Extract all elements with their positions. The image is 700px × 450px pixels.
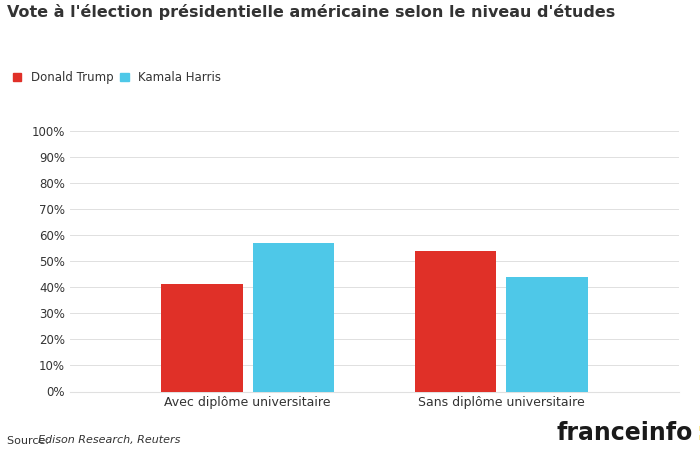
Bar <box>507 277 587 392</box>
Text: Vote à l'élection présidentielle américaine selon le niveau d'études: Vote à l'élection présidentielle américa… <box>7 4 615 21</box>
Bar <box>253 243 334 392</box>
Text: franceinfo: franceinfo <box>556 422 693 446</box>
Text: Source:: Source: <box>7 436 52 446</box>
Text: Edison Research, Reuters: Edison Research, Reuters <box>38 436 181 446</box>
Bar <box>415 251 496 392</box>
Text: :: : <box>696 422 700 446</box>
Legend: Donald Trump, Kamala Harris: Donald Trump, Kamala Harris <box>13 71 221 84</box>
Bar <box>161 284 242 392</box>
